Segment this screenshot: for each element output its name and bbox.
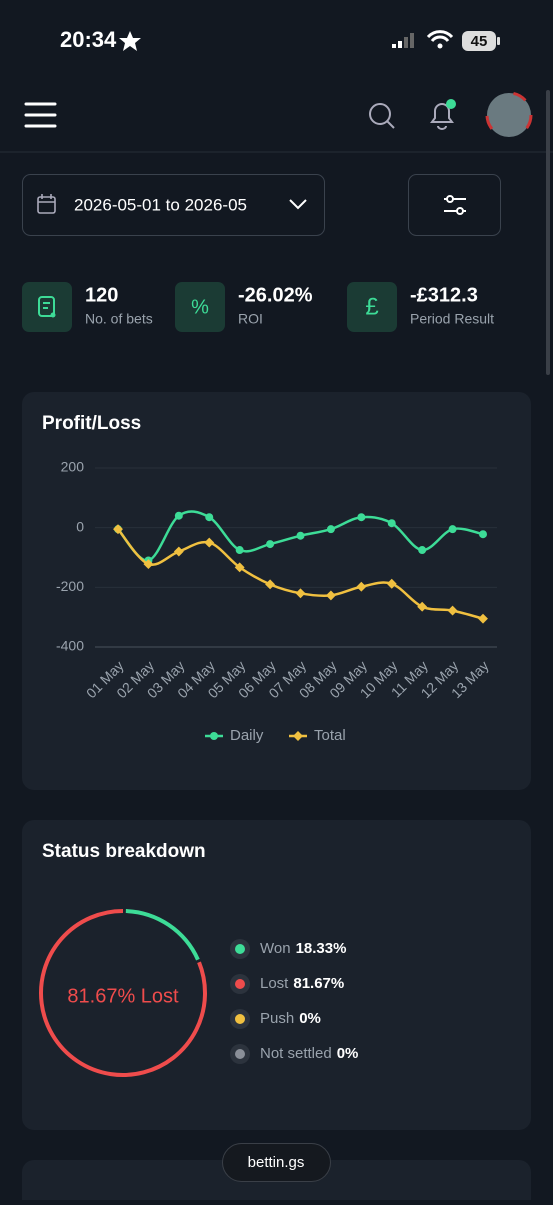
stat-icon: £ [365,293,378,320]
calendar-icon [37,194,56,214]
stat-icon-box [175,282,225,332]
point [266,540,275,549]
stat-label: ROI [238,311,263,327]
status-value: 81.67% [293,975,344,992]
scrollbar [546,90,550,375]
point [113,524,123,535]
legend-dot [235,1049,245,1059]
status-name: Push [260,1010,294,1027]
next-card [22,1160,531,1205]
status-name: Not settled [260,1045,332,1062]
point [173,546,184,557]
legend-label: Won 18.33% [260,940,346,957]
point [295,588,306,599]
point [418,546,427,555]
legend-dot [235,944,245,954]
notification-dot [446,99,456,109]
filter-icon [444,195,466,215]
legend-label: Not settled 0% [260,1045,358,1062]
legend-marker [293,731,303,741]
chevron [289,199,307,210]
point [417,601,428,612]
bets-icon-dot [50,312,56,318]
y-tick-label: 0 [76,518,84,534]
site-name: bettin.gs [248,1154,305,1171]
legend-label: Daily [230,727,264,744]
point [387,519,396,528]
point [478,613,488,624]
wifi-dot [437,43,443,49]
point [143,559,154,570]
date-range: 2026-05-01 to 2026-05 [74,195,247,214]
stat-icon: % [191,296,209,318]
status-value: 0% [337,1045,359,1062]
search-button[interactable] [369,103,395,129]
status-card [22,820,531,1130]
point [356,581,367,592]
point [448,525,457,534]
chart-title: Profit/Loss [42,413,141,434]
profit-loss-card [22,392,531,790]
time: 20:34 [60,27,117,52]
legend-dot [235,1014,245,1024]
point [357,513,366,522]
y-tick-label: 200 [61,459,85,475]
signal-icon [392,33,414,48]
point [234,562,245,573]
legend-dot [235,979,245,989]
legend-label: Total [314,727,346,744]
point [174,511,183,520]
legend-label: Lost 81.67% [260,975,344,992]
menu-button[interactable] [24,102,57,128]
legend-marker [210,732,218,740]
chart-title: Status breakdown [42,841,206,862]
point [325,590,336,601]
stat-icon-box [347,282,397,332]
donut-segment [39,909,207,1077]
status-value: 0% [299,1010,321,1027]
battery-level: 45 [471,33,488,50]
point [386,578,397,589]
stat-value: 120 [85,284,118,306]
y-tick-label: -400 [56,638,84,654]
site-pill[interactable] [222,1143,331,1182]
point [205,513,214,522]
bets-icon [38,296,55,317]
point [479,530,487,539]
point [235,546,244,555]
donut-center-label: 81.67% Lost [67,985,179,1007]
stat-value: -26.02% [238,284,313,306]
date-range-dropdown[interactable] [22,174,325,236]
wifi-icon [426,30,454,43]
filter-button[interactable] [408,174,501,236]
donut-segment [125,909,200,961]
point [326,525,335,534]
point [447,605,458,616]
stat-label: Period Result [410,311,494,327]
y-tick-label: -200 [56,578,84,594]
point [204,537,215,548]
notifications-button[interactable] [430,103,454,130]
stat-value: -£312.3 [410,284,478,306]
point [265,579,276,590]
battery [462,31,496,51]
status-name: Won [260,940,291,957]
battery-tip [497,37,500,45]
point [296,531,305,540]
star-icon [119,31,141,51]
legend-label: Push 0% [260,1010,321,1027]
avatar[interactable] [487,93,531,137]
stat-label: No. of bets [85,311,153,327]
status-name: Lost [260,975,289,992]
avatar-detail [485,91,533,139]
status-value: 18.33% [296,940,347,957]
